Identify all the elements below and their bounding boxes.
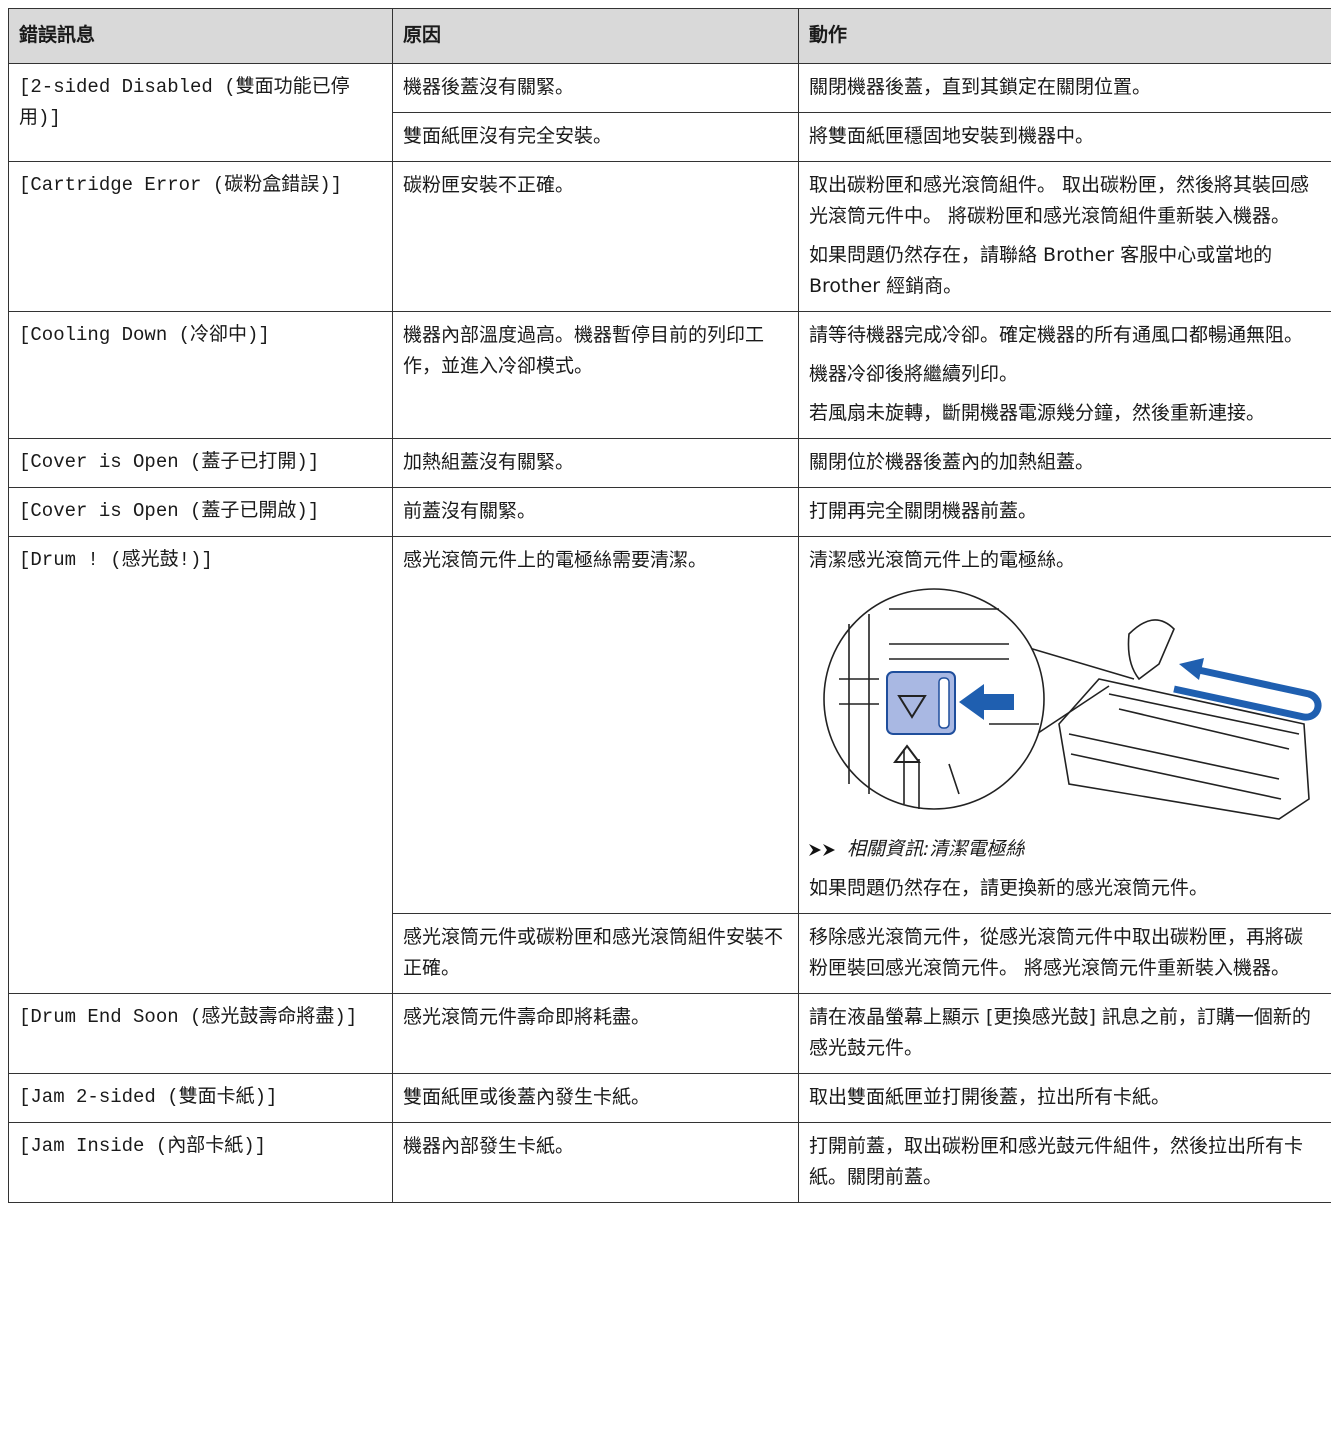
cause: 雙面紙匣沒有完全安裝。: [392, 112, 799, 162]
hand: [1127, 619, 1175, 681]
cause: 加熱組蓋沒有關緊。: [392, 438, 799, 488]
table-row: [Drum ! (感光鼓!)] 感光滾筒元件上的電極絲需要清潔。 清潔感光滾筒元件上…: [8, 536, 1331, 994]
header-row: 錯誤訊息 原因 動作: [8, 8, 1331, 64]
action-text: 取出碳粉匣和感光滾筒組件。 取出碳粉匣，然後將其裝回感光滾筒元件中。 將碳粉匣和…: [809, 174, 1310, 227]
action-text: 如果問題仍然存在，請更換新的感光滾筒元件。: [809, 877, 1209, 899]
action: 取出碳粉匣和感光滾筒組件。 取出碳粉匣，然後將其裝回感光滾筒元件中。 將碳粉匣和…: [798, 161, 1331, 312]
column-header: 原因: [392, 8, 799, 64]
action: 清潔感光滾筒元件上的電極絲。 相關資訊:清潔電極絲如果問題仍然存在，請更換新的感…: [798, 536, 1331, 914]
error-message: [Drum End Soon (感光鼓壽命將盡)]: [8, 993, 393, 1074]
error-message: [Jam Inside (內部卡紙)]: [8, 1122, 393, 1203]
table-row: [Cartridge Error (碳粉盒錯誤)] 碳粉匣安裝不正確。 取出碳粉匣和…: [8, 161, 1331, 312]
action-text: 請在液晶螢幕上顯示 [更換感光鼓] 訊息之前，訂購一個新的感光鼓元件。: [809, 1006, 1311, 1059]
action: 將雙面紙匣穩固地安裝到機器中。: [798, 112, 1331, 162]
push-arrow: [959, 684, 1014, 720]
link-icon: [809, 843, 835, 856]
drum-body: [1058, 678, 1310, 820]
table-row: 雙面紙匣沒有完全安裝。 將雙面紙匣穩固地安裝到機器中。: [9, 112, 1331, 162]
action-text: 取出雙面紙匣並打開後蓋，拉出所有卡紙。: [809, 1086, 1171, 1108]
action-text: 清潔感光滾筒元件上的電極絲。: [809, 549, 1076, 571]
action: 打開再完全關閉機器前蓋。: [798, 487, 1331, 537]
error-message: [Jam 2-sided (雙面卡紙)]: [8, 1073, 393, 1123]
stroke-arrow: [1173, 665, 1322, 721]
error-message: [Cover is Open (蓋子已開啟)]: [8, 487, 393, 537]
table-row: 感光滾筒元件或碳粉匣和感光滾筒組件安裝不正確。 移除感光滾筒元件，從感光滾筒元件中…: [9, 913, 1331, 994]
action-text: 打開前蓋，取出碳粉匣和感光鼓元件組件，然後拉出所有卡紙。關閉前蓋。: [809, 1135, 1304, 1188]
stroke-arrow-head: [1179, 658, 1204, 680]
action: 取出雙面紙匣並打開後蓋，拉出所有卡紙。: [798, 1073, 1331, 1123]
cause: 前蓋沒有關緊。: [392, 487, 799, 537]
triangle-mark: [897, 695, 927, 719]
action-text: 關閉機器後蓋，直到其鎖定在關閉位置。: [809, 76, 1152, 98]
cause: 機器內部發生卡紙。: [392, 1122, 799, 1203]
table-row: [Cooling Down (冷卻中)] 機器內部溫度過高。機器暫停目前的列印工作…: [8, 311, 1331, 439]
action: 請等待機器完成冷卻。確定機器的所有通風口都暢通無阻。 機器冷卻後將繼續列印。若風扇…: [798, 311, 1331, 439]
illustration: [823, 588, 1322, 820]
error-message: [2-sided Disabled (雙面功能已停用)]: [8, 63, 393, 162]
column-header: 動作: [798, 8, 1331, 64]
table-row: [2-sided Disabled (雙面功能已停用)] 機器後蓋沒有關緊。 關閉機…: [8, 63, 1331, 162]
action-text: 關閉位於機器後蓋內的加熱組蓋。: [809, 451, 1095, 473]
cause: 碳粉匣安裝不正確。: [392, 161, 799, 312]
triangle-mark: [893, 744, 921, 763]
action: 請在液晶螢幕上顯示 [更換感光鼓] 訊息之前，訂購一個新的感光鼓元件。: [798, 993, 1331, 1074]
action-text: 請等待機器完成冷卻。確定機器的所有通風口都暢通無阻。: [809, 324, 1304, 346]
cause: 感光滾筒元件上的電極絲需要清潔。: [392, 536, 799, 914]
cause: 機器內部溫度過高。機器暫停目前的列印工作，並進入冷卻模式。: [392, 311, 799, 439]
action-text: 打開再完全關閉機器前蓋。: [809, 500, 1038, 522]
table-row: [Drum End Soon (感光鼓壽命將盡)] 感光滾筒元件壽命即將耗盡。 請在…: [8, 993, 1331, 1074]
action-text: 移除感光滾筒元件，從感光滾筒元件中取出碳粉匣，再將碳粉匣裝回感光滾筒元件。 將感…: [809, 926, 1304, 979]
cause: 機器後蓋沒有關緊。: [392, 63, 799, 113]
table-row: [Cover is Open (蓋子已開啟)] 前蓋沒有關緊。 打開再完全關閉機器前…: [8, 487, 1331, 537]
action-text: 若風扇未旋轉，斷開機器電源幾分鐘，然後重新連接。: [809, 402, 1266, 424]
slider-grip: [938, 677, 950, 729]
table-row: [Jam Inside (內部卡紙)] 機器內部發生卡紙。 打開前蓋，取出碳粉匣和感…: [8, 1122, 1331, 1203]
error-message: [Cover is Open (蓋子已打開)]: [8, 438, 393, 488]
action-text: 如果問題仍然存在，請聯絡 Brother 客服中心或當地的 Brother 經銷…: [809, 244, 1273, 297]
column-header: 錯誤訊息: [8, 8, 393, 64]
error-message: [Cartridge Error (碳粉盒錯誤)]: [8, 161, 393, 312]
related-link[interactable]: 相關資訊:清潔電極絲: [809, 834, 1322, 865]
action: 關閉機器後蓋，直到其鎖定在關閉位置。: [798, 63, 1331, 113]
cause: 雙面紙匣或後蓋內發生卡紙。: [392, 1073, 799, 1123]
table-row: [Cover is Open (蓋子已打開)] 加熱組蓋沒有關緊。 關閉位於機器後蓋…: [8, 438, 1331, 488]
cause: 感光滾筒元件或碳粉匣和感光滾筒組件安裝不正確。: [392, 913, 799, 994]
action: 打開前蓋，取出碳粉匣和感光鼓元件組件，然後拉出所有卡紙。關閉前蓋。: [798, 1122, 1331, 1203]
cause: 感光滾筒元件壽命即將耗盡。: [392, 993, 799, 1074]
error-message: [Drum ! (感光鼓!)]: [8, 536, 393, 994]
related-link-text[interactable]: 相關資訊:清潔電極絲: [847, 838, 1025, 860]
error-table: 錯誤訊息 原因 動作 [2-sided Disabled (雙面功能已停用)] 機器後…: [8, 8, 1331, 1203]
table-row: [Jam 2-sided (雙面卡紙)] 雙面紙匣或後蓋內發生卡紙。 取出雙面紙匣並…: [8, 1073, 1331, 1123]
mechanism-lines: [839, 608, 1039, 809]
error-message: [Cooling Down (冷卻中)]: [8, 311, 393, 439]
table-body: [2-sided Disabled (雙面功能已停用)] 機器後蓋沒有關緊。 關閉機…: [8, 63, 1331, 1203]
action-text: 將雙面紙匣穩固地安裝到機器中。: [809, 125, 1095, 147]
action: 關閉位於機器後蓋內的加熱組蓋。: [798, 438, 1331, 488]
action: 移除感光滾筒元件，從感光滾筒元件中取出碳粉匣，再將碳粉匣裝回感光滾筒元件。 將感…: [798, 913, 1331, 994]
drum-lines: [1068, 693, 1300, 800]
action-text: 機器冷卻後將繼續列印。: [809, 363, 1019, 385]
